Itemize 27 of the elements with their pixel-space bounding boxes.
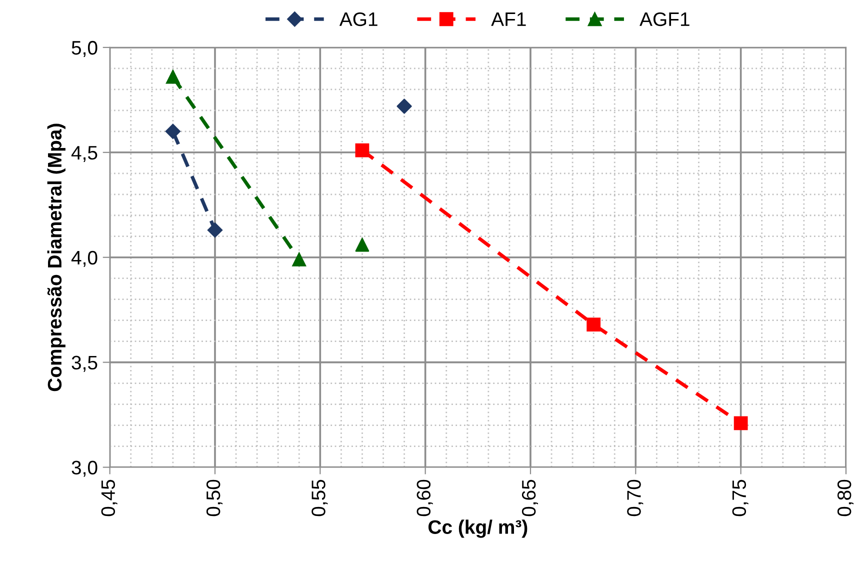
point — [166, 70, 180, 84]
point — [355, 238, 370, 252]
y-tick-label: 3,5 — [72, 356, 98, 372]
x-tick-label: 0,70 — [627, 480, 644, 516]
x-tick-label: 0,60 — [416, 480, 433, 516]
x-tick-label: 0,50 — [206, 480, 223, 516]
y-tick-label: 4,0 — [71, 250, 98, 267]
x-tick-label: 0,55 — [312, 480, 328, 516]
x-tick-label: 0,45 — [101, 480, 118, 516]
legend-label: AG1 — [339, 12, 378, 26]
x-tick-label: 0,80 — [837, 480, 854, 516]
point — [355, 143, 370, 158]
legend-label: AGF1 — [640, 12, 690, 26]
y-tick-label: 3,0 — [72, 460, 98, 477]
y-tick-label: 5,0 — [72, 40, 98, 57]
point — [396, 98, 412, 114]
point — [586, 318, 601, 332]
point — [207, 222, 223, 238]
x-tick-label: 0,65 — [522, 480, 538, 516]
point — [292, 252, 306, 266]
y-axis-title: Compressão Diametral (Mpa) — [47, 124, 66, 392]
point — [165, 124, 180, 139]
x-axis-title: Cc (kg/ m³) — [428, 520, 528, 538]
legend-label: AF1 — [491, 12, 526, 26]
x-tick-label: 0,75 — [732, 480, 748, 516]
y-tick-label: 4,5 — [71, 146, 98, 162]
point — [734, 416, 748, 430]
